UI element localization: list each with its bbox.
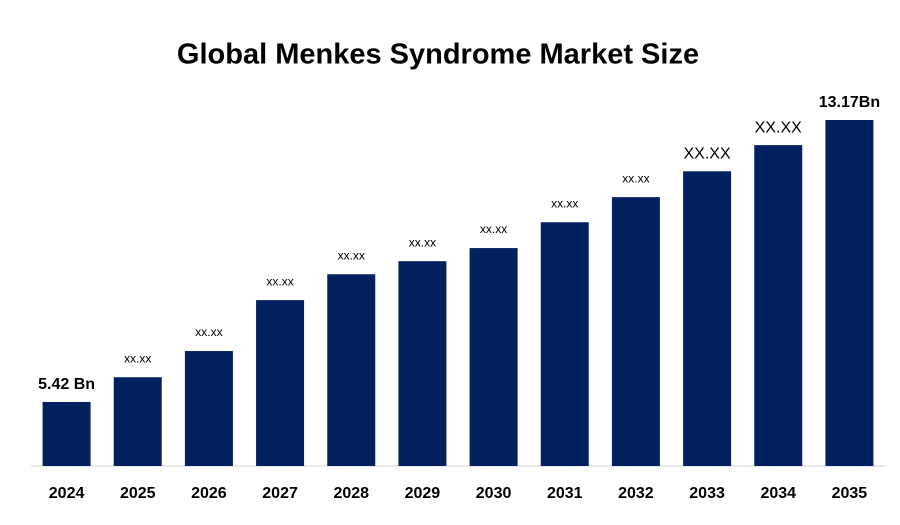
bar [256, 300, 305, 466]
value-label: xx.xx [195, 325, 222, 339]
bar [398, 261, 447, 466]
value-label: XX.XX [684, 146, 731, 163]
x-tick-label: 2035 [832, 485, 868, 502]
bar [683, 171, 732, 466]
x-tick-label: 2032 [618, 485, 654, 502]
x-tick-label: 2034 [760, 485, 796, 502]
chart-title: Global Menkes Syndrome Market Size [177, 39, 699, 71]
value-label: xx.xx [338, 248, 365, 262]
value-label: xx.xx [622, 171, 649, 185]
value-label: xx.xx [124, 351, 151, 365]
x-tick-label: 2025 [120, 485, 156, 502]
bar [825, 120, 874, 466]
bar [42, 401, 91, 466]
x-tick-label: 2030 [476, 485, 512, 502]
value-label: xx.xx [409, 235, 436, 249]
x-tick-label: 2026 [191, 485, 227, 502]
value-label: xx.xx [551, 196, 578, 210]
bar [327, 274, 376, 466]
bar [469, 248, 518, 466]
value-label: XX.XX [755, 119, 802, 136]
bar [184, 351, 233, 466]
value-label: 13.17Bn [819, 94, 880, 111]
x-tick-label: 2031 [547, 485, 583, 502]
x-tick-label: 2029 [405, 485, 441, 502]
x-tick-label: 2028 [333, 485, 369, 502]
bar [113, 377, 162, 466]
bar [540, 222, 589, 466]
bar [611, 197, 660, 466]
value-label: 5.42 Bn [38, 376, 95, 393]
bar [754, 145, 803, 466]
x-tick-label: 2033 [689, 485, 725, 502]
value-label: xx.xx [266, 274, 293, 288]
x-tick-label: 2024 [49, 485, 85, 502]
value-label: xx.xx [480, 222, 507, 236]
x-tick-label: 2027 [262, 485, 298, 502]
